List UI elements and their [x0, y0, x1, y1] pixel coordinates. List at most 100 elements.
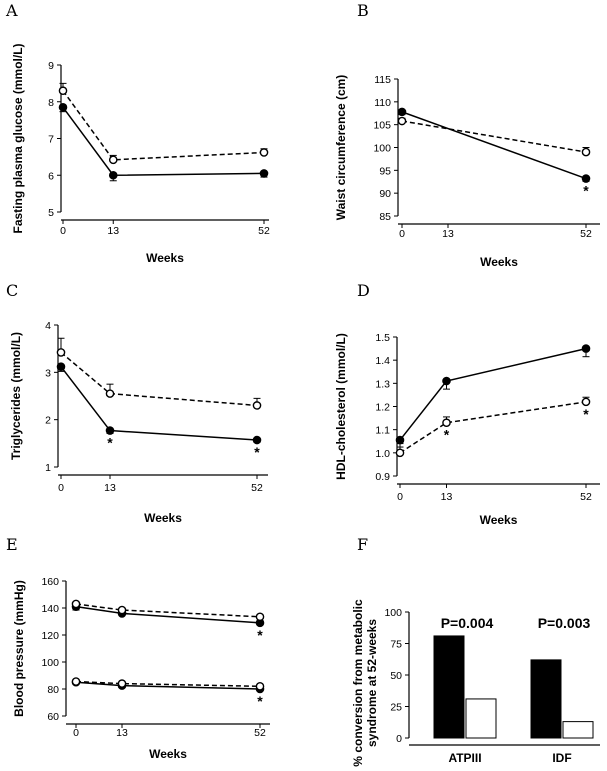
y-axis-label: Fasting plasma glucose (mmol/L): [11, 43, 25, 233]
data-point: [581, 397, 591, 407]
x-tick-label: 52: [251, 482, 263, 494]
series-line: [401, 120, 587, 153]
y-axis-label: Blood pressure (mmHg): [12, 580, 26, 717]
data-point: [442, 418, 451, 428]
y-tick-label: 1.1: [375, 425, 390, 437]
panel-letter: A: [5, 1, 18, 20]
x-tick-label: 52: [580, 491, 592, 503]
data-point: [56, 348, 66, 357]
x-tick-label: 0: [58, 482, 64, 494]
x-axis-label: Weeks: [480, 513, 518, 527]
y-tick-label: 2: [45, 415, 51, 427]
significance-star: *: [257, 693, 263, 709]
x-tick-label: 13: [104, 482, 116, 494]
y-tick-label: 100: [41, 657, 59, 669]
data-point: [395, 435, 405, 445]
series-line: [75, 603, 261, 618]
data-point: [58, 102, 68, 112]
x-axis-label: Weeks: [146, 251, 184, 265]
y-tick-label: 100: [373, 143, 391, 155]
y-tick-label: 1.3: [375, 378, 390, 390]
y-tick-label: 0.9: [375, 471, 390, 483]
y-tick-label: 4: [45, 320, 51, 332]
x-tick-label: 0: [399, 228, 405, 240]
data-point: [397, 107, 407, 117]
y-tick-label: 50: [390, 670, 402, 682]
data-point: [255, 612, 265, 622]
data-point: [581, 174, 591, 183]
x-tick-label: 52: [254, 727, 266, 739]
y-tick-label: 3: [45, 367, 51, 379]
y-tick-label: 6: [48, 170, 54, 182]
y-tick-label: 9: [48, 60, 54, 72]
chart-E: E 60 80 100 120 140 160 0 13 52 Weeks Blood pressur…: [6, 535, 270, 761]
y-tick-label: 80: [47, 684, 59, 696]
y-tick-label: 7: [48, 134, 54, 146]
bar: [433, 635, 465, 739]
data-point: [255, 682, 265, 691]
panel-letter: F: [357, 535, 368, 554]
data-point: [56, 362, 66, 371]
x-axis-label: Weeks: [480, 255, 518, 269]
data-point: [252, 435, 262, 445]
y-tick-label: 90: [379, 188, 391, 200]
significance-star: *: [583, 183, 589, 199]
y-tick-label: 110: [374, 97, 391, 109]
data-point: [117, 605, 127, 615]
data-point: [108, 155, 118, 165]
y-axis-label: % conversion from metabolicsyndrome at 5…: [351, 599, 379, 767]
y-tick-label: 85: [379, 211, 391, 223]
bar: [465, 698, 497, 739]
significance-star: *: [444, 427, 450, 443]
y-tick-label: 1.5: [375, 332, 390, 344]
y-tick-label: 1.0: [375, 448, 390, 460]
series-line: [60, 366, 258, 441]
y-tick-label: 1.2: [375, 402, 390, 414]
data-point: [581, 344, 591, 353]
y-tick-label: 105: [373, 120, 391, 132]
p-value-annotation: P=0.003: [538, 615, 591, 631]
series-line: [60, 351, 258, 407]
bar: [530, 659, 562, 739]
data-point: [117, 679, 127, 688]
y-axis-label: HDL-cholesterol (mmol/L): [334, 333, 348, 480]
series-line: [399, 401, 587, 454]
data-point: [259, 148, 269, 157]
y-tick-label: 8: [48, 97, 54, 109]
y-tick-label: 120: [41, 630, 59, 642]
chart-C: C 1 2 3 4 0 13 52 Weeks Triglycerides (mmol/L) * *: [6, 281, 268, 525]
data-point: [259, 169, 269, 178]
chart-F: F 0 25 50 75 100 ATPIII P=0.004 IDF P=0.003 % conv…: [351, 535, 600, 767]
data-point: [395, 448, 405, 458]
x-axis-label: Weeks: [144, 511, 182, 525]
data-point: [397, 116, 407, 126]
y-tick-label: 0: [396, 733, 402, 745]
x-tick-label: IDF: [552, 751, 571, 765]
x-tick-label: ATPIII: [448, 751, 481, 765]
data-point: [252, 401, 262, 410]
x-tick-label: 13: [107, 225, 119, 237]
y-tick-label: 5: [48, 207, 54, 219]
data-point: [442, 376, 451, 386]
p-value-annotation: P=0.004: [441, 615, 494, 631]
y-tick-label: 160: [41, 576, 59, 588]
y-tick-label: 25: [390, 702, 402, 714]
chart-A: A 5 6 7 8 9 0 13 52 Weeks Fasting plasma glucose (…: [5, 1, 270, 265]
panel-letter: B: [357, 1, 369, 20]
y-tick-label: 1: [45, 462, 51, 474]
significance-star: *: [583, 406, 589, 422]
x-tick-label: 52: [580, 228, 592, 240]
significance-star: *: [107, 435, 113, 451]
x-axis-label: Weeks: [149, 747, 187, 761]
y-tick-label: 140: [41, 603, 59, 615]
panel-letter: D: [357, 281, 370, 300]
x-tick-label: 0: [397, 491, 403, 503]
data-point: [581, 147, 591, 157]
x-tick-label: 13: [116, 727, 128, 739]
y-tick-label: 100: [384, 607, 402, 619]
y-tick-label: 60: [47, 711, 59, 723]
y-tick-label: 1.4: [375, 355, 390, 367]
y-axis-label: Triglycerides (mmol/L): [9, 332, 23, 460]
data-point: [71, 677, 81, 686]
